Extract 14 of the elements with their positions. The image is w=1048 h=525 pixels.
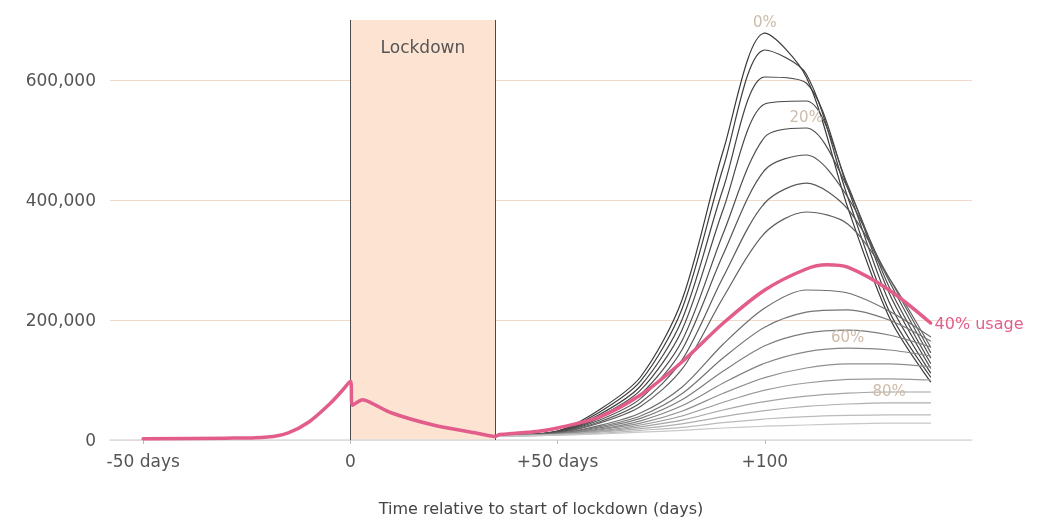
y-tick-label: 600,000 <box>25 70 96 90</box>
annotation: 60% <box>831 327 865 346</box>
x-tick-label: +100 <box>741 450 789 471</box>
y-tick-label: 400,000 <box>25 190 96 210</box>
annotation: 0% <box>752 12 777 31</box>
x-tick-label: 0 <box>344 450 356 471</box>
x-axis-title: Time relative to start of lockdown (days) <box>377 498 704 518</box>
annotation: 80% <box>872 382 906 401</box>
series-label: 40% usage <box>934 313 1024 333</box>
y-tick-label: 0 <box>85 430 96 450</box>
band-label: Lockdown <box>380 36 466 57</box>
x-tick-label: -50 days <box>106 450 180 471</box>
y-tick-label: 200,000 <box>25 310 96 330</box>
x-tick-label: +50 days <box>516 450 599 471</box>
